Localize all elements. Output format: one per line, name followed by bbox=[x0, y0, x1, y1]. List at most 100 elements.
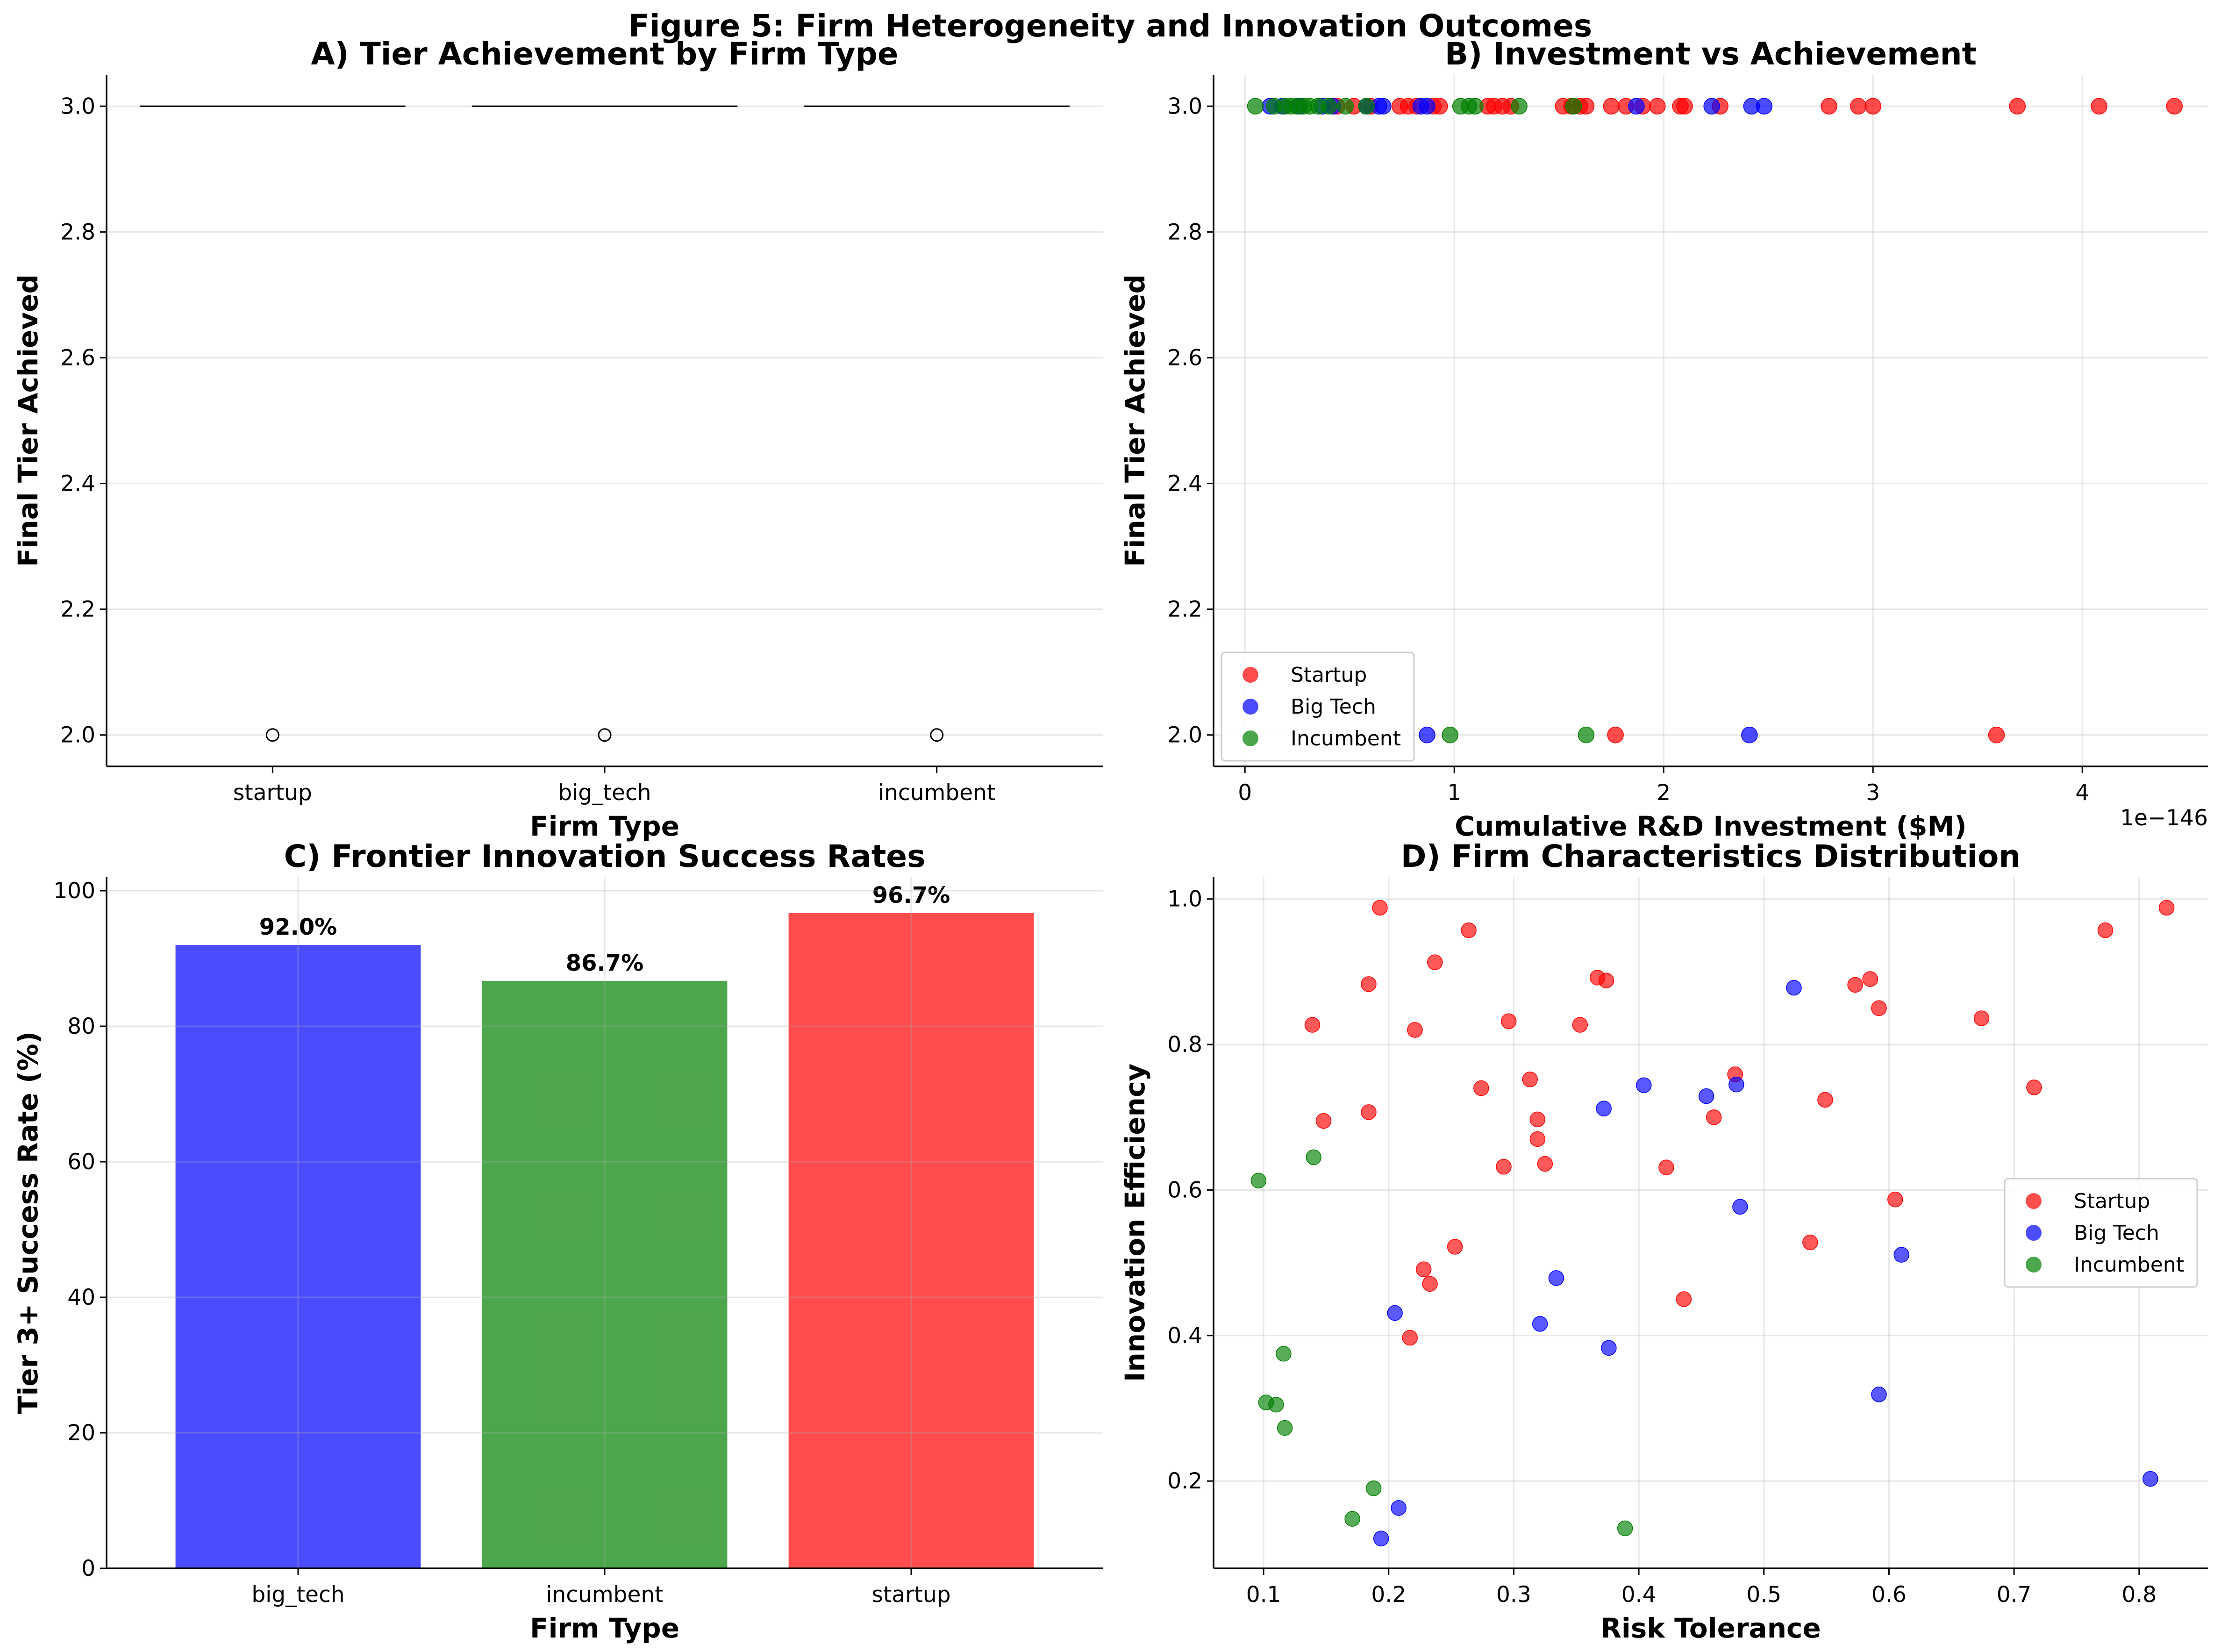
panel-d-y-tick-label: 0.8 bbox=[1167, 1032, 1202, 1058]
panel-a-title: A) Tier Achievement by Firm Type bbox=[311, 36, 898, 72]
panel-b-point-incumbent bbox=[1358, 98, 1375, 115]
panel-b-point-big-tech bbox=[1628, 98, 1645, 115]
panel-d-point-startup bbox=[1658, 1159, 1674, 1175]
panel-d-x-tick-label: 0.8 bbox=[2121, 1582, 2157, 1608]
panel-d-point-startup bbox=[1847, 977, 1863, 993]
panel-d-point-big-tech bbox=[1871, 1387, 1887, 1402]
panel-a-y-tick-label: 3.0 bbox=[60, 93, 95, 119]
panel-b-point-big-tech bbox=[1419, 98, 1435, 115]
panel-d-point-big-tech bbox=[1893, 1247, 1909, 1263]
panel-b-point-incumbent bbox=[1442, 726, 1458, 744]
panel-d-point-big-tech bbox=[1601, 1340, 1617, 1356]
panel-b-legend-marker-startup bbox=[1243, 667, 1258, 683]
panel-b-y-tick-label: 2.8 bbox=[1167, 219, 1202, 245]
panel-d-x-tick-label: 0.1 bbox=[1246, 1582, 1281, 1608]
panel-d-point-startup bbox=[1572, 1017, 1588, 1033]
bar-value-label-incumbent: 86.7% bbox=[566, 950, 644, 976]
panel-d-point-incumbent bbox=[1277, 1420, 1293, 1436]
panel-b-title: B) Investment vs Achievement bbox=[1445, 36, 1977, 72]
panel-b-point-incumbent bbox=[1320, 98, 1337, 115]
panel-d-point-startup bbox=[1496, 1159, 1512, 1175]
panel-d-point-startup bbox=[1304, 1017, 1321, 1033]
panel-a-y-tick-label: 2.2 bbox=[60, 597, 95, 622]
panel-d-title: D) Firm Characteristics Distribution bbox=[1401, 838, 2021, 874]
panel-d-legend-label: Incumbent bbox=[2074, 1253, 2184, 1277]
panel-d-legend-frame bbox=[2004, 1178, 2198, 1288]
panel-d-point-incumbent bbox=[1617, 1520, 1633, 1537]
panel-a-y-tick-label: 2.0 bbox=[60, 722, 95, 748]
panel-c-y-tick-label: 80 bbox=[67, 1014, 95, 1039]
panel-d-x-tick-label: 0.7 bbox=[1997, 1582, 2032, 1608]
panel-d-point-startup bbox=[1372, 900, 1388, 916]
panel-b-point-startup bbox=[1821, 98, 1837, 115]
panel-c-bar-chart: 0 20 40 60 80 100 92.0% big_tech 86.7% incumbent 9… bbox=[12, 838, 1103, 1644]
panel-d-point-startup bbox=[1598, 973, 1614, 988]
panel-d-legend-label: Big Tech bbox=[2074, 1221, 2159, 1245]
panel-d-point-startup bbox=[1537, 1156, 1553, 1172]
panel-d-point-startup bbox=[1706, 1109, 1722, 1125]
panel-b-point-incumbent bbox=[1511, 98, 1528, 115]
panel-d-point-big-tech bbox=[2142, 1471, 2158, 1487]
panel-a-y-tick-label: 2.6 bbox=[60, 345, 95, 371]
panel-b-x-tick-label: 4 bbox=[2075, 780, 2089, 806]
panel-d-point-incumbent bbox=[1276, 1345, 1292, 1362]
panel-d-point-startup bbox=[1447, 1239, 1463, 1255]
panel-b-legend-label: Big Tech bbox=[1291, 695, 1376, 719]
panel-b-point-incumbent bbox=[1337, 98, 1354, 115]
bar-startup bbox=[788, 913, 1034, 1568]
panel-d-point-big-tech bbox=[1786, 980, 1802, 996]
panel-d-point-startup bbox=[2026, 1080, 2042, 1095]
panel-d-point-big-tech bbox=[1728, 1076, 1744, 1093]
panel-d-point-incumbent bbox=[1250, 1173, 1267, 1188]
panel-d-point-big-tech bbox=[1732, 1199, 1748, 1215]
panel-b-point-big-tech bbox=[1741, 726, 1758, 744]
panel-c-title: C) Frontier Innovation Success Rates bbox=[284, 838, 926, 874]
bar-value-label-startup: 96.7% bbox=[872, 882, 950, 908]
panel-d-point-startup bbox=[1500, 1013, 1517, 1030]
panel-d-point-startup bbox=[1422, 1276, 1438, 1292]
panel-a-x-tick-label: startup bbox=[233, 780, 312, 806]
panel-d-scatter: 0.2 0.4 0.6 0.8 1.0 0.1 0.2 0.3 0.4 0.5 0.6 0.7 0.8 D… bbox=[1119, 838, 2208, 1644]
panel-d-point-startup bbox=[1871, 1000, 1887, 1016]
panel-d-x-tick-label: 0.4 bbox=[1621, 1582, 1657, 1608]
panel-b-y-tick-label: 2.2 bbox=[1167, 597, 1202, 622]
panel-d-point-startup bbox=[1361, 1104, 1377, 1120]
panel-b-x-tick-label: 2 bbox=[1657, 780, 1671, 806]
panel-c-y-axis-label: Tier 3+ Success Rate (%) bbox=[12, 1031, 44, 1414]
panel-b-point-incumbent bbox=[1565, 98, 1582, 115]
panel-d-point-big-tech bbox=[1698, 1088, 1714, 1104]
panel-d-point-incumbent bbox=[1365, 1480, 1382, 1496]
panel-d-point-startup bbox=[2158, 900, 2175, 916]
panel-b-y-tick-label: 3.0 bbox=[1167, 93, 1202, 119]
panel-c-y-tick-label: 20 bbox=[67, 1420, 95, 1446]
panel-c-y-tick-label: 100 bbox=[53, 878, 95, 904]
panel-b-legend-label: Incumbent bbox=[1291, 727, 1401, 751]
panel-b-point-startup bbox=[1607, 726, 1624, 744]
panel-d-point-incumbent bbox=[1268, 1396, 1284, 1413]
panel-b-point-startup bbox=[1676, 98, 1693, 115]
panel-c-y-tick-label: 40 bbox=[67, 1285, 95, 1310]
box-outlier-startup bbox=[265, 728, 279, 742]
panel-b-point-incumbent bbox=[1467, 98, 1484, 115]
panel-b-x-tick-label: 0 bbox=[1238, 780, 1252, 806]
panel-d-y-tick-label: 0.6 bbox=[1167, 1177, 1202, 1203]
panel-d-point-startup bbox=[1415, 1261, 1432, 1277]
panel-b-point-startup bbox=[1603, 98, 1620, 115]
panel-d-x-axis-label: Risk Tolerance bbox=[1600, 1612, 1821, 1644]
panel-c-x-tick-label: incumbent bbox=[546, 1582, 663, 1608]
panel-d-point-startup bbox=[1473, 1080, 1489, 1096]
panel-d-point-startup bbox=[1427, 954, 1443, 970]
panel-b-point-startup bbox=[2166, 98, 2183, 115]
panel-d-point-startup bbox=[1461, 922, 1477, 938]
panel-d-point-startup bbox=[1817, 1092, 1833, 1108]
panel-d-legend-label: Startup bbox=[2074, 1189, 2150, 1213]
bar-incumbent bbox=[482, 980, 728, 1568]
panel-a-y-tick-label: 2.4 bbox=[60, 471, 95, 497]
panel-d-y-tick-label: 0.4 bbox=[1167, 1323, 1202, 1349]
panel-b-y-tick-label: 2.0 bbox=[1167, 722, 1202, 748]
panel-d-point-startup bbox=[1407, 1022, 1423, 1038]
panel-b-point-big-tech bbox=[1703, 98, 1720, 115]
panel-d-y-tick-label: 0.2 bbox=[1167, 1468, 1202, 1494]
panel-d-point-startup bbox=[1402, 1330, 1418, 1346]
